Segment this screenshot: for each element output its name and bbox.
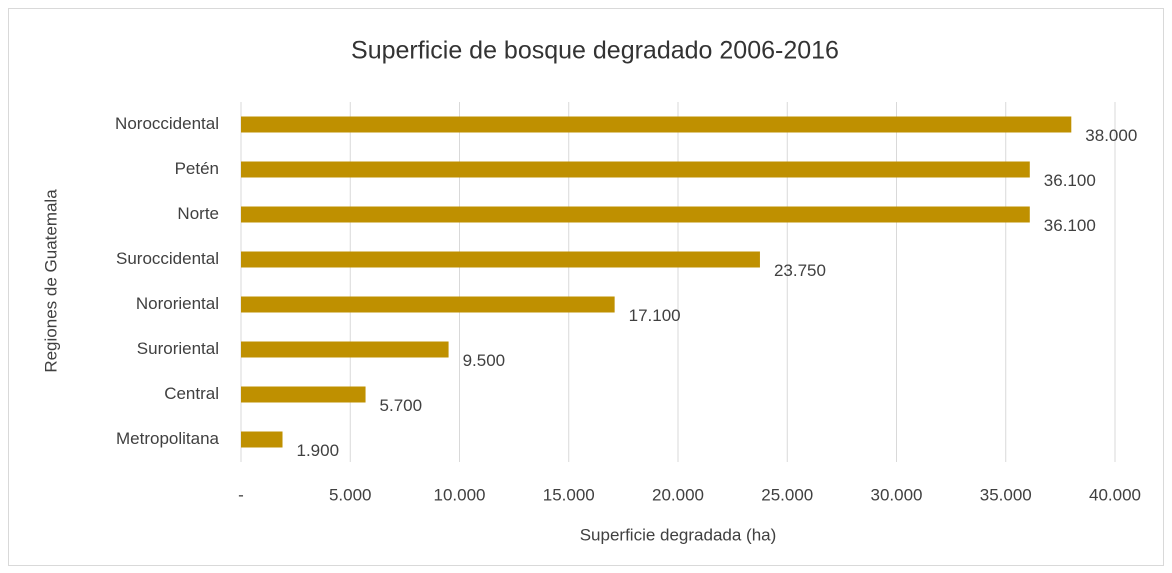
bar (241, 431, 283, 448)
y-tick-label: Suroccidental (116, 249, 219, 268)
x-tick-label: 40.000 (1089, 485, 1141, 504)
y-tick-label: Noroccidental (115, 114, 219, 133)
y-tick-label: Suroriental (137, 339, 219, 358)
x-tick-label: 25.000 (761, 485, 813, 504)
bar (241, 341, 449, 358)
y-tick-label: Norte (177, 204, 219, 223)
y-tick-label: Central (164, 384, 219, 403)
x-tick-label: 10.000 (434, 485, 486, 504)
data-label: 38.000 (1085, 126, 1137, 145)
data-label: 9.500 (463, 351, 506, 370)
x-tick-label: 30.000 (871, 485, 923, 504)
chart-title: Superficie de bosque degradado 2006-2016 (351, 37, 839, 65)
y-tick-label: Petén (175, 159, 219, 178)
data-label: 23.750 (774, 261, 826, 280)
y-tick-label: Metropolitana (116, 429, 220, 448)
bar (241, 251, 760, 268)
data-label: 1.900 (297, 441, 340, 460)
data-label: 5.700 (380, 396, 423, 415)
x-tick-label: - (238, 485, 244, 504)
x-tick-label: 20.000 (652, 485, 704, 504)
x-tick-label: 35.000 (980, 485, 1032, 504)
x-axis-title: Superficie degradada (ha) (580, 525, 777, 544)
y-tick-label: Nororiental (136, 294, 219, 313)
x-tick-label: 5.000 (329, 485, 372, 504)
data-label: 36.100 (1044, 171, 1096, 190)
bar (241, 161, 1030, 178)
bar (241, 296, 615, 313)
bar (241, 116, 1072, 133)
data-label: 36.100 (1044, 216, 1096, 235)
y-axis-title: Regiones de Guatemala (41, 189, 60, 373)
data-label: 17.100 (629, 306, 681, 325)
bar (241, 206, 1030, 223)
x-tick-label: 15.000 (543, 485, 595, 504)
bar (241, 386, 366, 403)
chart-border (8, 8, 1164, 566)
